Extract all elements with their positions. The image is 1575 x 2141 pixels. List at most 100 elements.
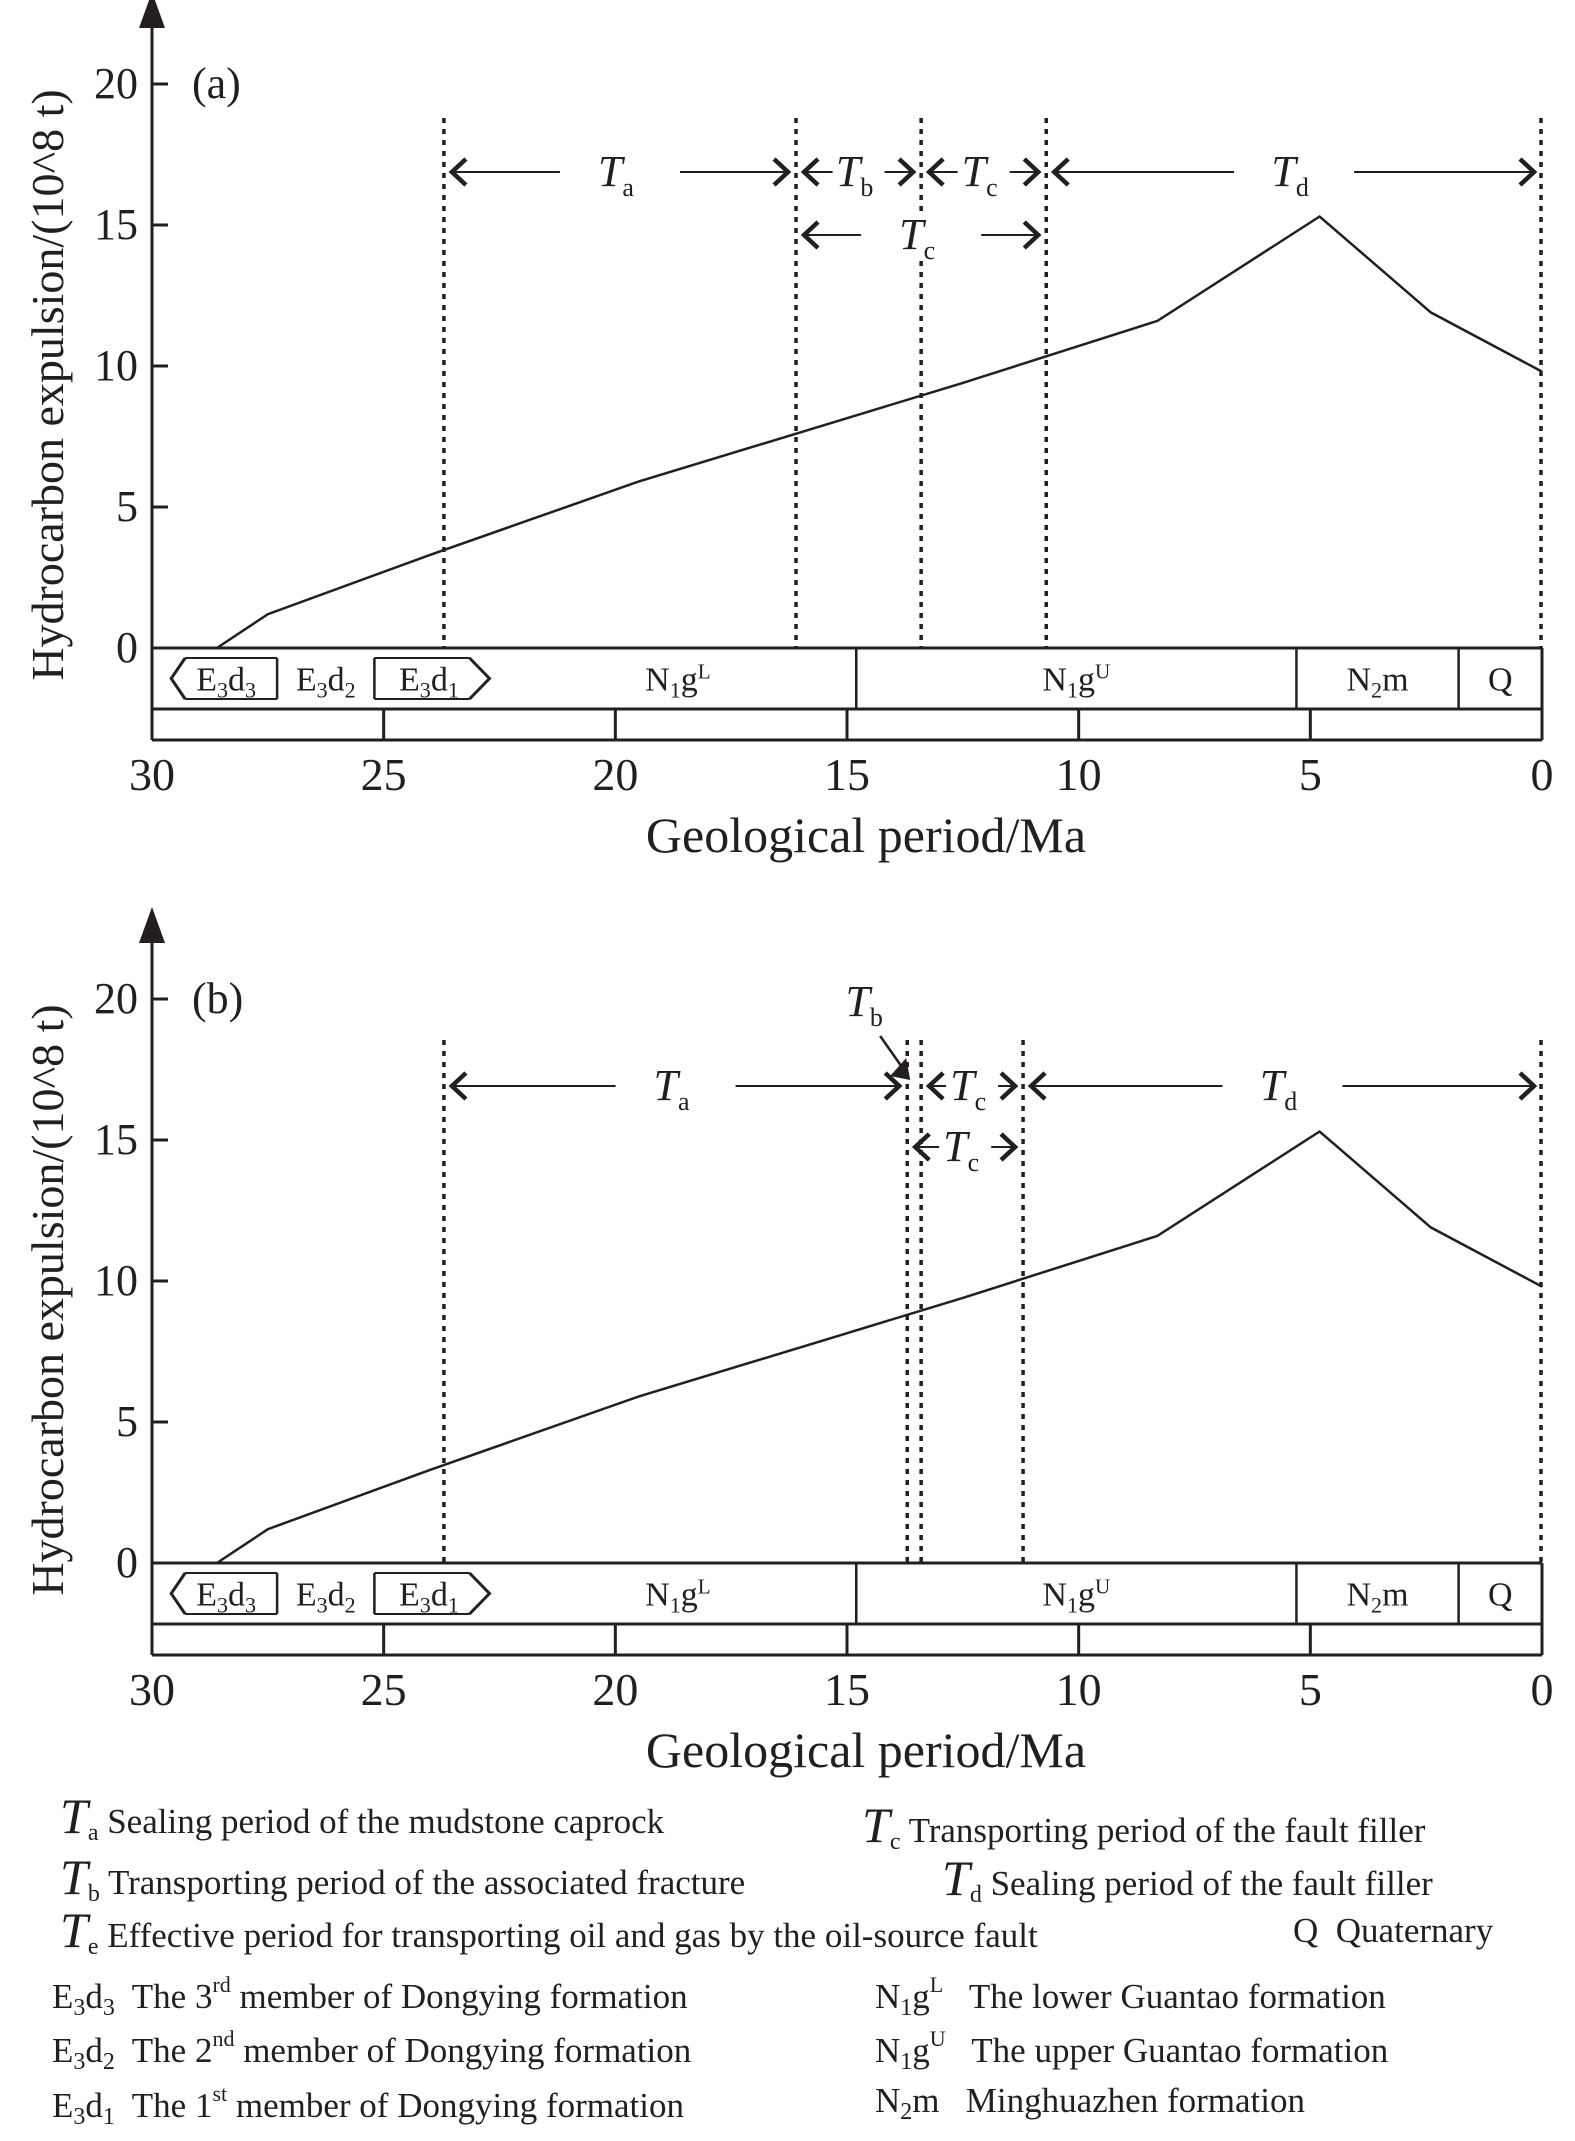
period-label-bg <box>957 150 1010 194</box>
period-label: Tc <box>899 210 935 265</box>
period-label-bg <box>593 150 646 194</box>
arrow-left-icon <box>448 157 468 187</box>
callout-arrow-icon <box>890 1058 911 1080</box>
strata-label: N2m <box>1346 662 1408 703</box>
panel-label: (b) <box>192 974 243 1023</box>
strata-cap-right <box>468 656 492 701</box>
period-label-bg <box>939 1125 992 1169</box>
strata-cap-left <box>169 1572 187 1615</box>
period-a: Ta <box>448 1061 903 1116</box>
y-axis-arrow-icon <box>139 907 165 943</box>
x-tick-label: 0 <box>1531 749 1554 800</box>
y-axis-label: Hydrocarbon expulsion/(10^8 t) <box>22 1004 73 1595</box>
x-tick-label: 30 <box>129 1664 175 1715</box>
period-c-row2: Tc <box>911 1122 1019 1177</box>
strata-label: N1gL <box>645 1575 711 1618</box>
arrow-right-icon <box>1518 1071 1538 1101</box>
x-tick-label: 10 <box>1056 1664 1102 1715</box>
strata-label: E3d1 <box>399 662 459 703</box>
strata-label: E3d2 <box>296 1577 356 1618</box>
period-label-bg <box>1256 1064 1309 1108</box>
series-line <box>216 214 1543 650</box>
period-label-bg <box>649 1064 702 1108</box>
y-tick-label: 20 <box>94 59 138 108</box>
strata-label: N1gL <box>645 660 711 703</box>
arrow-left-icon <box>448 1071 468 1101</box>
x-tick-label: 10 <box>1056 749 1102 800</box>
y-tick-label: 5 <box>116 1397 138 1446</box>
panel-label: (a) <box>192 59 241 108</box>
chart-panel-a: 0 5 10 15 20 Hydrocarbon expulsion/(10^8 t) (a… <box>22 0 1554 863</box>
period-label: Td <box>1271 147 1308 202</box>
x-tick-label: 20 <box>592 1664 638 1715</box>
period-c-row2: Tc <box>800 210 1042 265</box>
period-d: Td <box>1027 1061 1538 1116</box>
arrow-left-icon <box>925 1071 945 1101</box>
arrow-left-icon <box>1027 1071 1047 1101</box>
arrow-right-icon <box>897 157 917 187</box>
arrow-left-icon <box>800 220 820 250</box>
arrow-right-icon <box>1022 157 1042 187</box>
strata-label: N2m <box>1346 1577 1408 1618</box>
period-label-bg <box>832 150 885 194</box>
period-d: Td <box>1050 147 1538 202</box>
y-axis-arrow-icon <box>139 0 165 28</box>
x-tick-label: 5 <box>1299 1664 1322 1715</box>
x-tick-label: 15 <box>824 1664 870 1715</box>
x-tick-label: 25 <box>361 749 407 800</box>
arrow-right-icon <box>1518 157 1538 187</box>
period-label-bg <box>895 213 948 257</box>
y-tick-label: 20 <box>94 974 138 1023</box>
arrow-right-icon <box>772 157 792 187</box>
strata-label: E3d2 <box>296 662 356 703</box>
period-b-callout: Tb <box>845 977 911 1080</box>
y-tick-label: 0 <box>116 1538 138 1587</box>
strata-label: N1gU <box>1042 1575 1110 1618</box>
x-axis-label: Geological period/Ma <box>646 807 1086 863</box>
period-label-bg <box>1268 150 1321 194</box>
strata-cap-right <box>468 1571 492 1616</box>
x-tick-label: 15 <box>824 749 870 800</box>
strata-label: E3d3 <box>196 662 256 703</box>
period-label: Tb <box>845 977 882 1032</box>
period-c: Tc <box>925 1061 1019 1116</box>
period-label-bg <box>946 1064 999 1108</box>
y-tick-label: 10 <box>94 341 138 390</box>
arrow-right-icon <box>1022 220 1042 250</box>
x-tick-label: 30 <box>129 749 175 800</box>
y-tick-label: 10 <box>94 1256 138 1305</box>
period-c: Tc <box>925 147 1042 202</box>
arrow-right-icon <box>999 1071 1019 1101</box>
x-tick-label: 25 <box>361 1664 407 1715</box>
y-tick-label: 5 <box>116 482 138 531</box>
strata-label: Q <box>1488 662 1513 699</box>
arrow-left-icon <box>925 157 945 187</box>
chart-panel-b: 0 5 10 15 20 Hydrocarbon expulsion/(10^8 t) (b… <box>22 907 1554 1778</box>
strata-label: Q <box>1488 1577 1513 1614</box>
period-label: Tc <box>943 1122 979 1177</box>
x-tick-label: 0 <box>1531 1664 1554 1715</box>
y-tick-label: 15 <box>94 200 138 249</box>
y-tick-label: 0 <box>116 623 138 672</box>
arrow-left-icon <box>911 1132 931 1162</box>
period-label: Ta <box>654 1061 690 1116</box>
strata-cap-left <box>169 657 187 700</box>
x-tick-label: 5 <box>1299 749 1322 800</box>
y-axis-label: Hydrocarbon expulsion/(10^8 t) <box>22 89 73 680</box>
period-b: Tb <box>800 147 917 202</box>
x-tick-label: 20 <box>592 749 638 800</box>
period-label: Tc <box>962 147 998 202</box>
strata-label: N1gU <box>1042 660 1110 703</box>
period-label: Td <box>1260 1061 1297 1116</box>
arrow-right-icon <box>999 1132 1019 1162</box>
y-tick-label: 15 <box>94 1115 138 1164</box>
x-axis-label: Geological period/Ma <box>646 1722 1086 1778</box>
series-line <box>216 1129 1543 1565</box>
strata-label: E3d3 <box>196 1577 256 1618</box>
period-label: Ta <box>598 147 634 202</box>
arrow-right-icon <box>883 1071 903 1101</box>
period-label: Tc <box>950 1061 986 1116</box>
period-label: Tb <box>836 147 873 202</box>
arrow-left-icon <box>1050 157 1070 187</box>
